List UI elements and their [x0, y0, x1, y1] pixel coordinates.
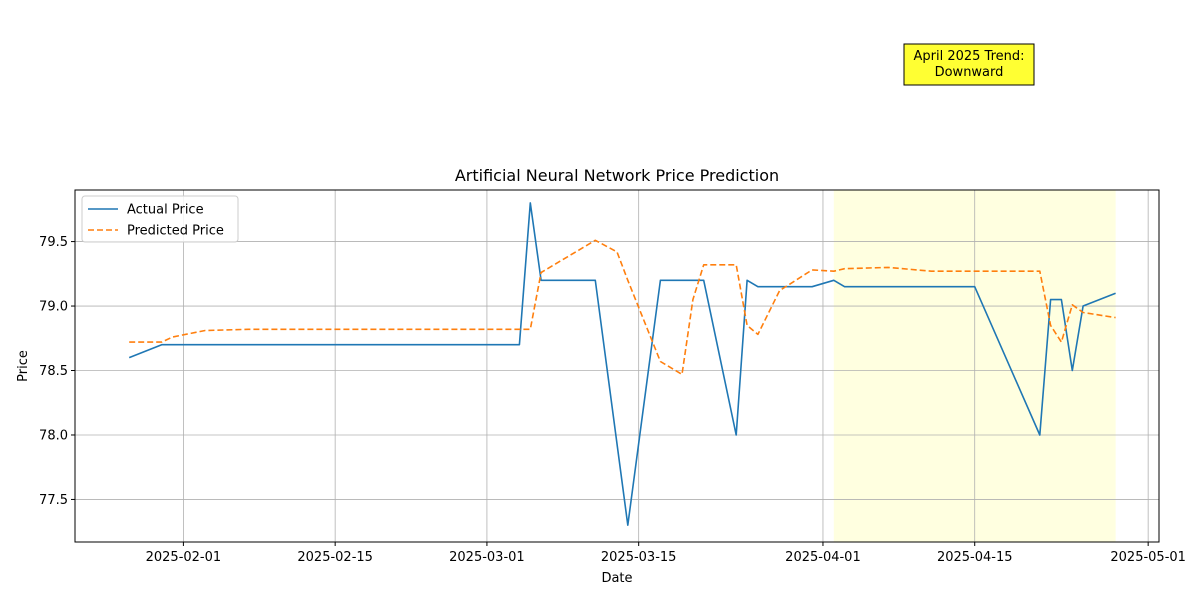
x-tick-label: 2025-02-01 — [146, 550, 222, 565]
legend-box — [81, 195, 239, 243]
x-tick-label: 2025-03-01 — [449, 550, 525, 565]
legend-entry-predicted-price: Predicted Price — [127, 224, 224, 239]
trend-annotation-line-1: April 2025 Trend: — [913, 49, 1024, 64]
x-axis-label: Date — [601, 571, 632, 586]
y-tick-label: 77.5 — [39, 493, 68, 508]
y-tick-label: 79.0 — [39, 300, 68, 315]
y-tick-label: 78.0 — [39, 428, 68, 443]
legend: Actual Price Predicted Price — [81, 195, 239, 243]
trend-annotation: April 2025 Trend: Downward — [903, 43, 1035, 86]
plot-frame — [74, 189, 1160, 543]
x-tick-label: 2025-04-01 — [785, 550, 861, 565]
x-tick-label: 2025-04-15 — [937, 550, 1013, 565]
chart-title: Artificial Neural Network Price Predicti… — [455, 166, 779, 185]
trend-annotation-box — [903, 43, 1035, 86]
y-tick-label: 78.5 — [39, 364, 68, 379]
y-tick-label: 79.5 — [39, 235, 68, 250]
grid-layer — [75, 190, 1159, 542]
legend-entry-actual-price: Actual Price — [127, 203, 204, 218]
series-layer — [128, 202, 1116, 527]
actual-price-line — [128, 202, 1116, 527]
x-tick-label: 2025-02-15 — [297, 550, 373, 565]
x-tick-label: 2025-05-01 — [1110, 550, 1186, 565]
ticks-layer: 2025-02-01 2025-02-15 2025-03-01 2025-03-15… — [39, 235, 1186, 565]
y-axis-label: Price — [16, 350, 31, 382]
predicted-price-line — [129, 239, 1116, 376]
x-tick-label: 2025-03-15 — [601, 550, 677, 565]
trend-annotation-line-2: Downward — [935, 65, 1004, 80]
